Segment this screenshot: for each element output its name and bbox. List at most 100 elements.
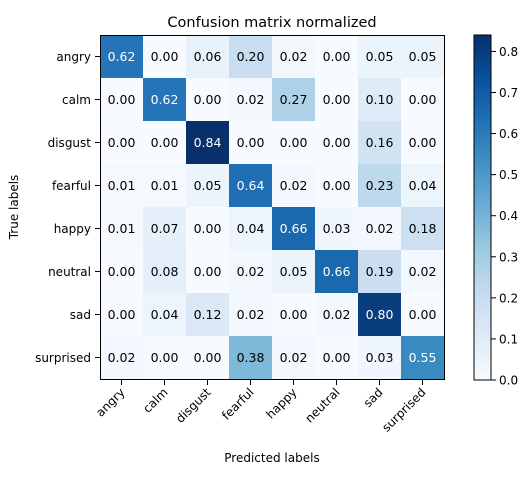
cell-value-label: 0.19 (366, 264, 394, 279)
cell-value-label: 0.04 (237, 221, 265, 236)
cell-value-label: 0.62 (108, 49, 136, 64)
colorbar-tick-label: 0.1 (499, 332, 518, 346)
colorbar (473, 34, 492, 381)
heatmap-cell (272, 293, 315, 336)
cell-value-label: 0.01 (108, 178, 136, 193)
heatmap-cell (100, 207, 143, 250)
cell-value-label: 0.00 (409, 135, 437, 150)
heatmap-cell (100, 164, 143, 207)
cell-value-label: 0.06 (194, 49, 222, 64)
heatmap-cell-labels: 0.62 0.00 0.06 0.20 0.02 0.00 0.05 0.05 0.00 0.62… (108, 49, 437, 365)
cell-value-label: 0.00 (108, 264, 136, 279)
heatmap-cell (358, 78, 401, 121)
cell-value-label: 0.03 (323, 221, 351, 236)
colorbar-tick-label: 0.8 (499, 45, 518, 59)
heatmap-cell (272, 35, 315, 78)
colorbar-tick-label: 0.6 (499, 127, 518, 141)
heatmap-cell (229, 293, 272, 336)
cell-value-label: 0.66 (323, 264, 351, 279)
cell-value-label: 0.00 (323, 49, 351, 64)
y-tick-label: sad (70, 308, 91, 322)
cell-value-label: 0.02 (409, 264, 437, 279)
x-axis-ticks: angry calm disgust fearful happy neutral sadsu… (93, 380, 429, 435)
cell-value-label: 0.05 (280, 264, 308, 279)
cell-value-label: 0.00 (194, 264, 222, 279)
y-tick-label: angry (56, 50, 91, 64)
cell-value-label: 0.00 (323, 178, 351, 193)
y-axis-label: True labels (7, 175, 21, 241)
cell-value-label: 0.04 (409, 178, 437, 193)
colorbar-tick-label: 0.0 (499, 374, 518, 388)
heatmap-cell (100, 35, 143, 78)
heatmap-cell (186, 121, 229, 164)
heatmap-cell (272, 336, 315, 379)
heatmap-cell (272, 250, 315, 293)
cell-value-label: 0.00 (151, 49, 179, 64)
heatmap-cell (143, 336, 186, 379)
heatmap-cell (229, 207, 272, 250)
colorbar-tick-label: 0.7 (499, 86, 518, 100)
cell-value-label: 0.18 (409, 221, 437, 236)
heatmap-cell (358, 336, 401, 379)
cell-value-label: 0.01 (108, 221, 136, 236)
x-tick-label: calm (140, 385, 170, 415)
colorbar-tick-label: 0.3 (499, 250, 518, 264)
y-tick-label: disgust (48, 136, 92, 150)
cell-value-label: 0.66 (280, 221, 308, 236)
heatmap-cell (186, 78, 229, 121)
heatmap-cell (143, 121, 186, 164)
heatmap-cell (229, 250, 272, 293)
cell-value-label: 0.02 (108, 350, 136, 365)
heatmap-cell (100, 78, 143, 121)
cell-value-label: 0.04 (151, 307, 179, 322)
colorbar-tick-label: 0.2 (499, 291, 518, 305)
cell-value-label: 0.64 (237, 178, 265, 193)
cell-value-label: 0.00 (409, 92, 437, 107)
cell-value-label: 0.00 (409, 307, 437, 322)
heatmap-cell (100, 336, 143, 379)
colorbar-tick-label: 0.5 (499, 168, 518, 182)
heatmap-cell (401, 164, 444, 207)
heatmap-cells (100, 35, 444, 379)
cell-value-label: 0.00 (151, 350, 179, 365)
heatmap-cell (186, 35, 229, 78)
heatmap-cell (186, 207, 229, 250)
cell-value-label: 0.20 (237, 49, 265, 64)
heatmap-cell (401, 35, 444, 78)
heatmap-cell (100, 121, 143, 164)
x-tick-label: neutral (302, 385, 342, 425)
cell-value-label: 0.80 (366, 307, 394, 322)
heatmap-cell (358, 164, 401, 207)
heatmap-cell (401, 121, 444, 164)
cell-value-label: 0.02 (280, 49, 308, 64)
cell-value-label: 0.10 (366, 92, 394, 107)
cell-value-label: 0.00 (194, 221, 222, 236)
x-tick-label: sad (361, 385, 386, 410)
cell-value-label: 0.23 (366, 178, 394, 193)
cell-value-label: 0.00 (108, 307, 136, 322)
x-tick-label: happy (263, 385, 299, 421)
heatmap-cell (315, 207, 358, 250)
colorbar-tick-label: 0.4 (499, 209, 518, 223)
x-tick-label: surprised (379, 385, 428, 434)
heatmap-cell (315, 293, 358, 336)
heatmap-cell (315, 164, 358, 207)
cell-value-label: 0.00 (194, 92, 222, 107)
heatmap-cell (143, 250, 186, 293)
heatmap-cell (272, 121, 315, 164)
chart-title: Confusion matrix normalized (167, 15, 376, 31)
cell-value-label: 0.02 (237, 92, 265, 107)
cell-value-label: 0.07 (151, 221, 179, 236)
heatmap-cell (315, 121, 358, 164)
heatmap-cell (229, 164, 272, 207)
cell-value-label: 0.00 (280, 135, 308, 150)
plot-frame (100, 35, 445, 380)
cell-value-label: 0.02 (280, 350, 308, 365)
cell-value-label: 0.00 (108, 135, 136, 150)
y-tick-label: fearful (52, 179, 91, 193)
heatmap-cell (358, 250, 401, 293)
heatmap-cell (186, 293, 229, 336)
heatmap-cell (315, 336, 358, 379)
y-tick-label: neutral (48, 265, 91, 279)
heatmap-cell (186, 164, 229, 207)
